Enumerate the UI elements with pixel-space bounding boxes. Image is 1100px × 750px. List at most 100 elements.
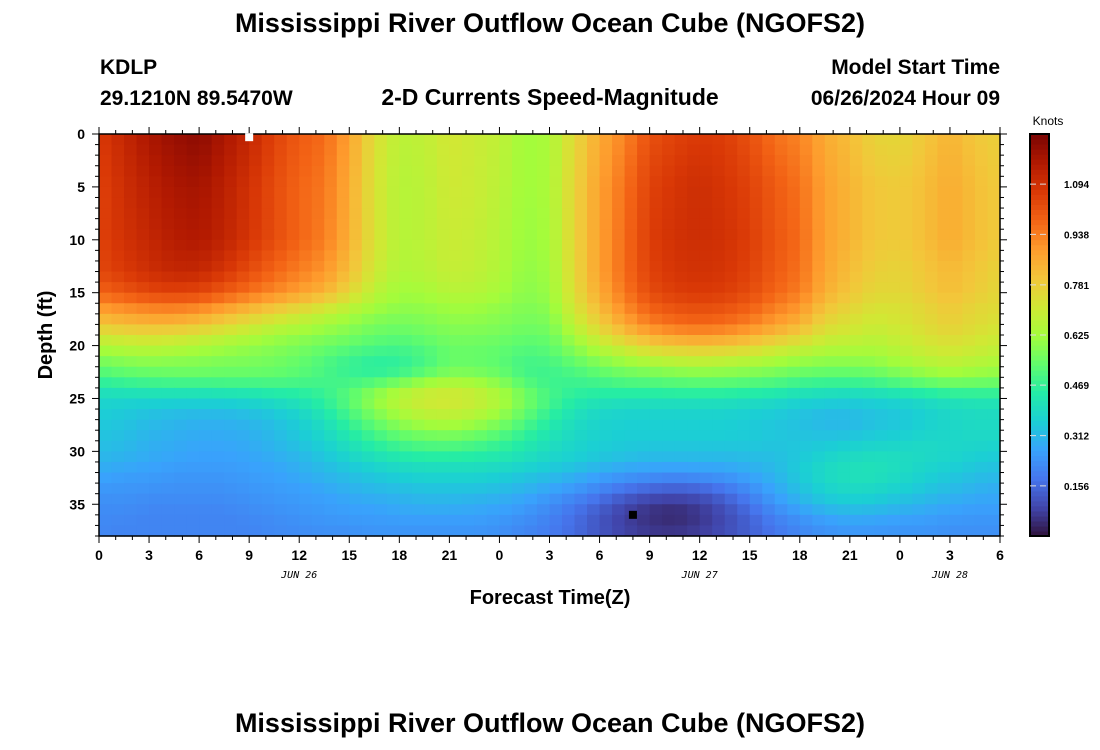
heatmap-cell (812, 134, 826, 146)
heatmap-cell (186, 377, 200, 389)
heatmap-cell (949, 271, 964, 283)
heatmap-cell (311, 430, 325, 442)
heatmap-cell (436, 282, 450, 294)
heatmap-cell (386, 419, 400, 431)
heatmap-cell (211, 208, 225, 220)
heatmap-cell (286, 208, 300, 220)
heatmap-cell (712, 514, 726, 527)
heatmap-cell (724, 218, 738, 230)
heatmap-cell (449, 239, 463, 251)
heatmap-cell (774, 155, 788, 167)
colorbar-segment (1030, 214, 1049, 221)
heatmap-cell (186, 134, 200, 146)
heatmap-cell (987, 239, 1001, 251)
heatmap-cell (662, 451, 676, 463)
heatmap-cell (386, 165, 400, 177)
heatmap-cell (724, 271, 738, 283)
heatmap-cell (587, 440, 601, 452)
heatmap-cell (236, 504, 250, 516)
heatmap-cell (449, 218, 463, 230)
heatmap-cell (749, 229, 763, 241)
heatmap-cell (261, 229, 275, 241)
chart-subtitle: 2-D Currents Speed-Magnitude (381, 84, 719, 110)
heatmap-cell (974, 208, 989, 220)
heatmap-cell (649, 483, 663, 495)
heatmap-cell (399, 430, 413, 442)
heatmap-cell (612, 409, 626, 421)
heatmap-cell (399, 514, 413, 527)
heatmap-cell (637, 440, 651, 452)
heatmap-cell (199, 366, 213, 378)
heatmap-cell (937, 377, 951, 389)
heatmap-cell (724, 292, 738, 304)
heatmap-cell (812, 208, 826, 220)
heatmap-cell (649, 451, 663, 463)
heatmap-cell (749, 186, 763, 199)
heatmap-cell (699, 377, 713, 389)
heatmap-cell (562, 271, 576, 283)
heatmap-cell (699, 144, 713, 156)
heatmap-cell (624, 409, 638, 421)
heatmap-cell (186, 250, 200, 262)
heatmap-cell (724, 303, 738, 315)
heatmap-cell (436, 366, 450, 378)
heatmap-cell (149, 218, 163, 230)
heatmap-cell (474, 472, 488, 484)
heatmap-cell (749, 356, 763, 368)
heatmap-cell (937, 387, 951, 400)
heatmap-cell (862, 324, 876, 336)
heatmap-cell (186, 313, 200, 326)
heatmap-cell (361, 483, 375, 495)
heatmap-cell (674, 366, 688, 378)
heatmap-cell (837, 525, 851, 537)
heatmap-cell (612, 292, 626, 304)
heatmap-cell (912, 345, 926, 357)
heatmap-cell (286, 250, 300, 262)
heatmap-cell (474, 271, 488, 283)
heatmap-cell (536, 218, 551, 230)
heatmap-cell (524, 387, 538, 400)
heatmap-cell (899, 155, 914, 167)
x-tick-label: 18 (792, 547, 808, 563)
heatmap-cell (862, 366, 876, 378)
heatmap-cell (949, 493, 964, 505)
heatmap-cell (486, 387, 501, 400)
heatmap-cell (111, 250, 125, 262)
heatmap-cell (286, 451, 300, 463)
heatmap-cell (812, 483, 826, 495)
heatmap-cell (812, 440, 826, 452)
heatmap-cell (436, 229, 450, 241)
heatmap-cell (862, 504, 876, 516)
heatmap-cell (812, 398, 826, 410)
heatmap-cell (436, 239, 450, 251)
heatmap-cell (762, 440, 776, 452)
heatmap-cell (612, 335, 626, 347)
heatmap-cell (737, 197, 751, 209)
heatmap-cell (987, 324, 1001, 336)
heatmap-cell (937, 409, 951, 421)
heatmap-cell (574, 483, 588, 495)
markers (245, 133, 637, 519)
heatmap-cell (124, 239, 138, 251)
heatmap-cell (511, 155, 526, 167)
heatmap-cell (812, 218, 826, 230)
heatmap-cell (837, 197, 851, 209)
heatmap-cell (486, 451, 501, 463)
heatmap-cell (174, 451, 188, 463)
heatmap-cell (762, 282, 776, 294)
heatmap-cell (349, 461, 363, 474)
heatmap-cell (912, 282, 926, 294)
heatmap-cell (837, 134, 851, 146)
heatmap-cell (737, 292, 751, 304)
heatmap-cell (662, 176, 676, 188)
heatmap-cell (236, 282, 250, 294)
heatmap-cell (799, 282, 813, 294)
heatmap-cell (324, 186, 338, 199)
heatmap-cell (987, 144, 1001, 156)
x-tick-label: 12 (692, 547, 708, 563)
heatmap-cell (361, 176, 375, 188)
heatmap-cell (336, 525, 350, 537)
heatmap-cell (99, 186, 113, 199)
heatmap-cell (111, 155, 125, 167)
heatmap-cell (136, 493, 150, 505)
